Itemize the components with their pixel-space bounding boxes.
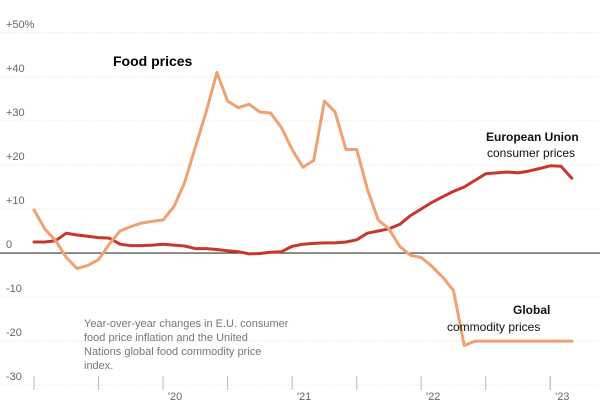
y-tick-label: +20	[6, 151, 25, 163]
annotation-line: Year-over-year changes in E.U. consumer	[84, 318, 289, 330]
x-tick-label: '23	[555, 391, 569, 403]
annotation-line: index.	[84, 360, 113, 372]
y-tick-label: 0	[6, 239, 12, 251]
chart-title: Food prices	[113, 53, 193, 69]
eu-consumer-prices-line	[32, 164, 574, 256]
x-tick-label: '20	[168, 391, 182, 403]
global-series-sublabel: commodity prices	[447, 320, 540, 334]
annotation-line: Nations global food commodity price	[84, 346, 261, 358]
y-tick-label: -10	[6, 283, 22, 295]
x-tick-label: '21	[297, 391, 311, 403]
series-lines	[32, 71, 574, 347]
x-tick-label: '22	[426, 391, 440, 403]
annotation-line: food price inflation and the United	[84, 332, 248, 344]
chart-annotation: Year-over-year changes in E.U. consumer f…	[84, 318, 289, 372]
y-tick-label: +30	[6, 107, 25, 119]
y-axis-tick-labels: +50% +40 +30 +20 +10 0 -10 -20 -30	[6, 19, 35, 383]
y-tick-label: -30	[6, 371, 22, 383]
x-axis-ticks: '20 '21 '22 '23	[33, 376, 569, 403]
y-tick-label: +50%	[6, 19, 35, 31]
y-tick-label: -20	[6, 327, 22, 339]
y-tick-label: +10	[6, 195, 25, 207]
eu-series-sublabel: consumer prices	[487, 146, 575, 160]
global-series-label: Global	[513, 303, 550, 317]
global-commodity-prices-line	[32, 71, 574, 347]
y-tick-label: +40	[6, 63, 25, 75]
eu-series-label: European Union	[486, 130, 579, 144]
